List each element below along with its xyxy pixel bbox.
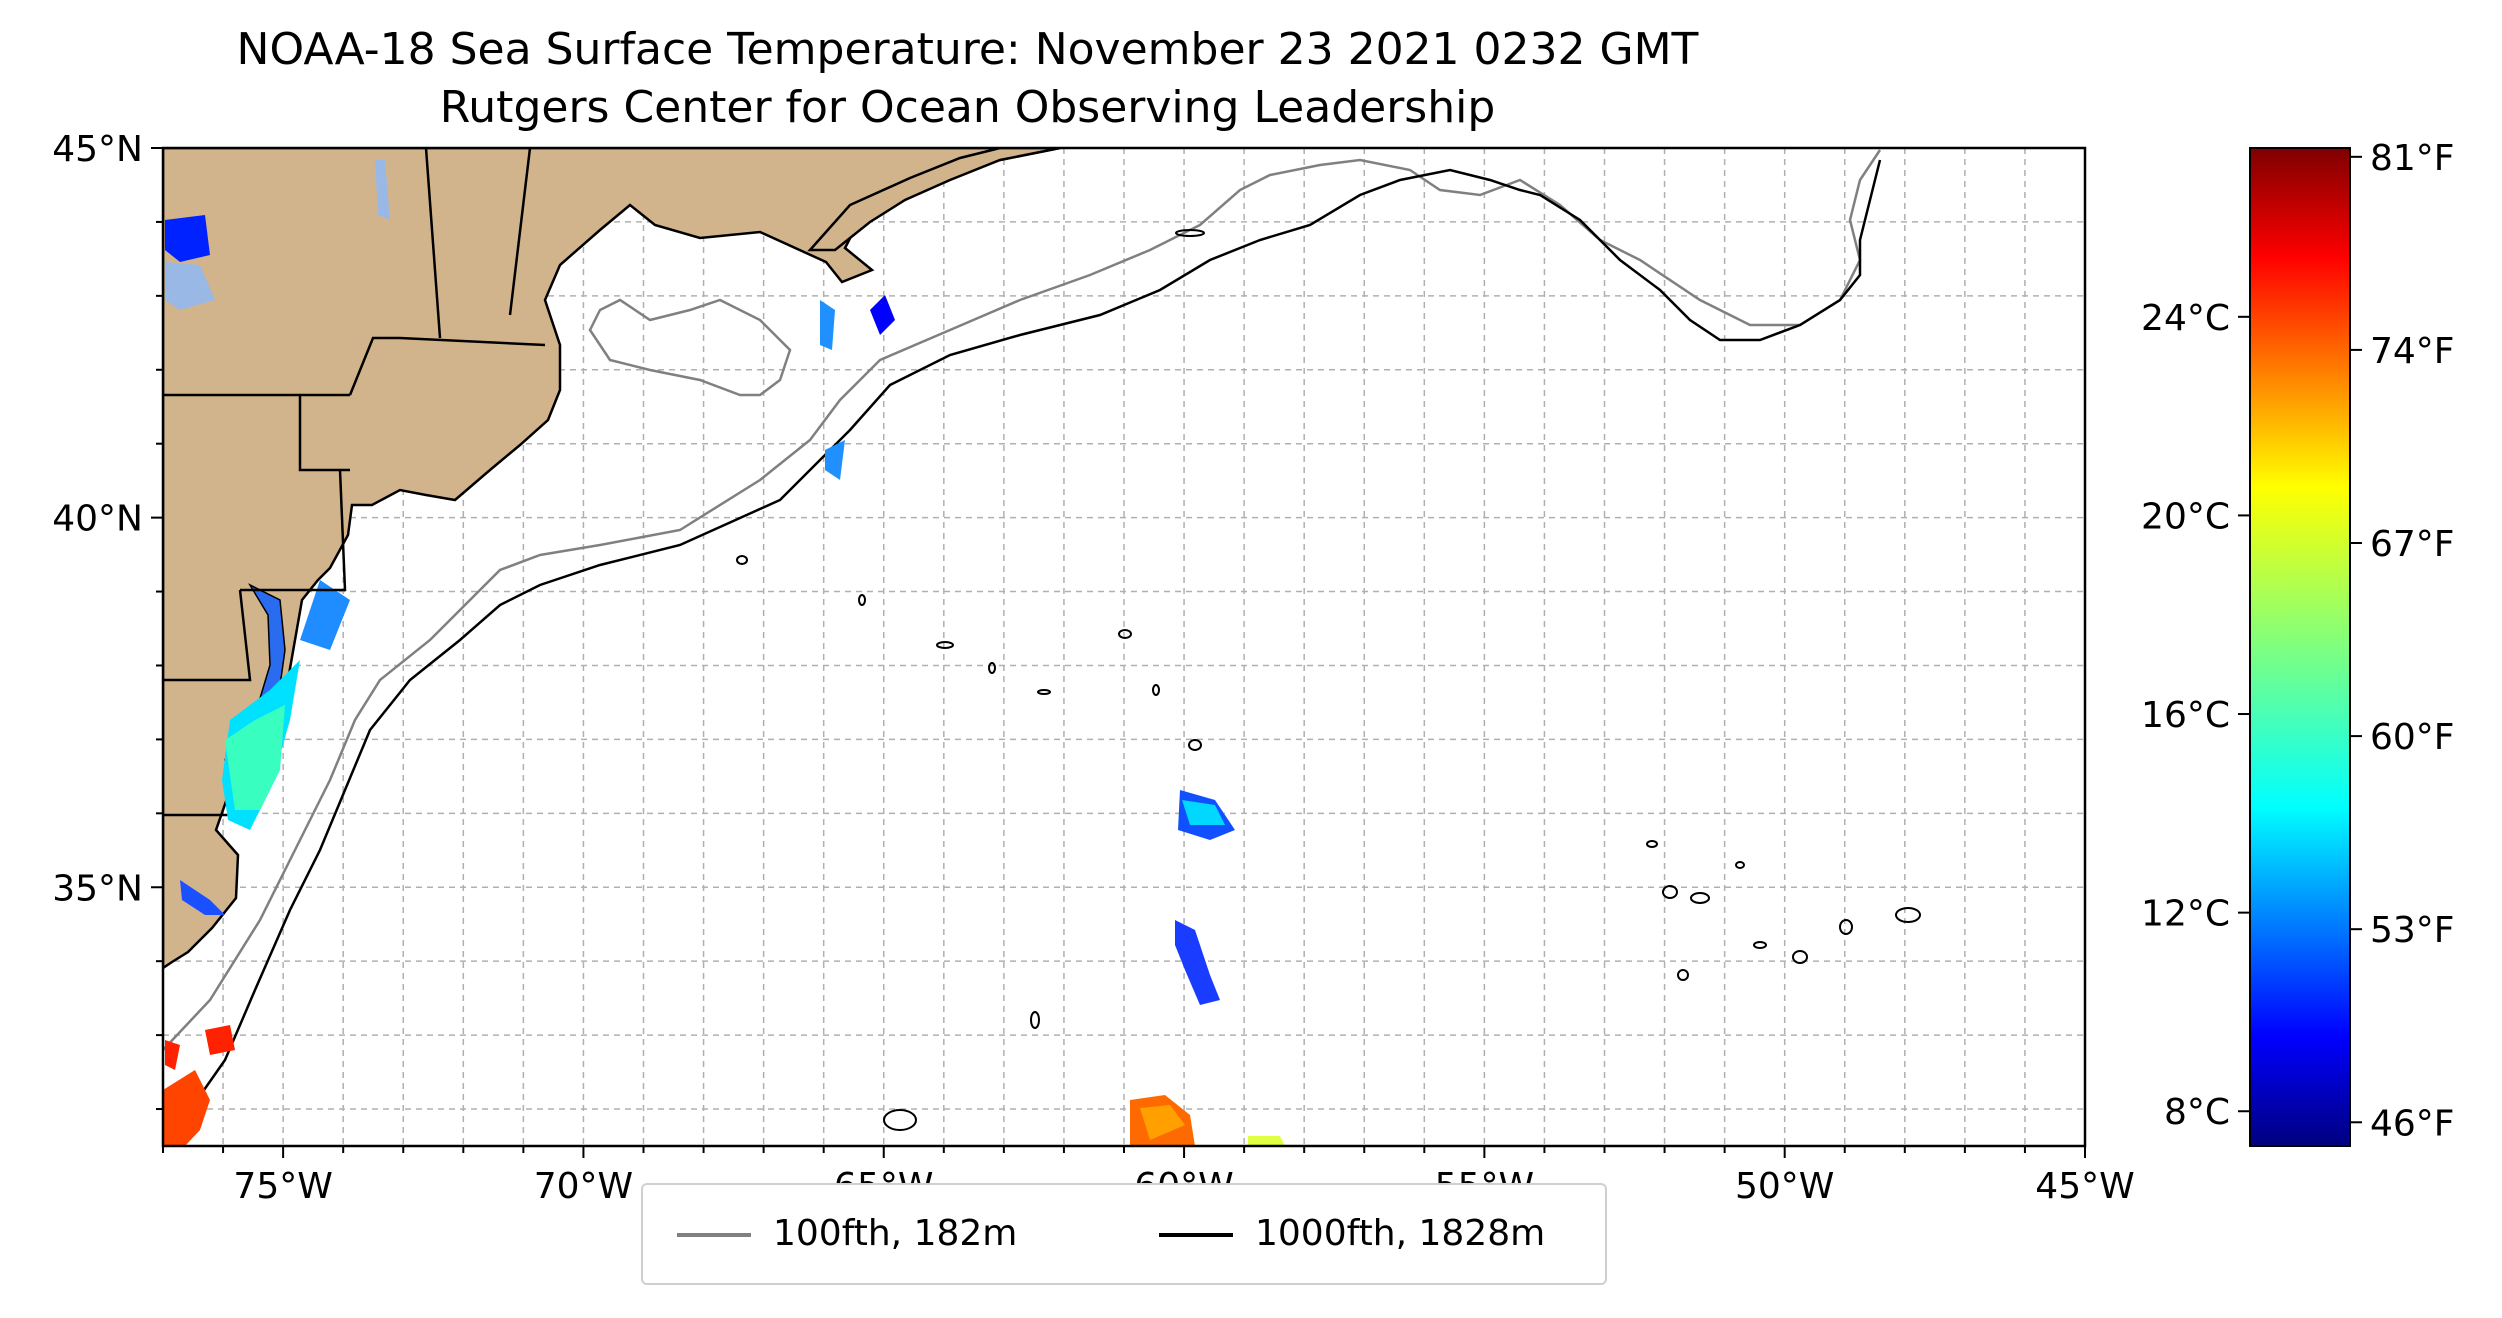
- colorbar-label-c: 24°C: [2141, 298, 2230, 339]
- y-tick-label: 45°N: [52, 129, 143, 170]
- map-title: NOAA-18 Sea Surface Temperature: Novembe…: [236, 24, 1699, 75]
- sst-patches: [163, 295, 1285, 1146]
- lake-water: [165, 215, 210, 262]
- legend-line-100fth: [677, 1233, 751, 1237]
- colorbar-ticks: 24°C 20°C 16°C 12°C 8°C 81°F 74°F 67°F 60°F 53°F 4…: [2141, 138, 2454, 1144]
- y-tick-label: 40°N: [52, 499, 143, 540]
- colorbar-label-f: 74°F: [2370, 331, 2455, 372]
- colorbar-label-c: 20°C: [2141, 496, 2230, 537]
- colorbar-label-c: 8°C: [2164, 1092, 2230, 1133]
- isobath-100fth: [163, 149, 1882, 1051]
- x-tick-label: 45°W: [2035, 1166, 2134, 1207]
- lake-water-light: [165, 160, 390, 310]
- colorbar-label-f: 46°F: [2370, 1103, 2455, 1144]
- isobath-1000fth: [168, 159, 1882, 1141]
- legend-label-1000fth: 1000fth, 1828m: [1255, 1213, 1546, 1254]
- state-borders: [163, 148, 546, 817]
- colorbar-label-c: 12°C: [2141, 894, 2230, 935]
- colorbar-label-f: 67°F: [2370, 524, 2455, 565]
- colorbar: [2249, 147, 2351, 1147]
- north-america-land: [163, 148, 1061, 970]
- map-subtitle: Rutgers Center for Ocean Observing Leade…: [439, 82, 1496, 133]
- nova-scotia-land: [807, 148, 1061, 252]
- gulf-of-maine-contour: [588, 298, 792, 397]
- legend-line-1000fth: [1159, 1233, 1233, 1237]
- colorbar-label-f: 60°F: [2370, 717, 2455, 758]
- x-tick-label: 75°W: [233, 1166, 332, 1207]
- colorbar-label-c: 16°C: [2141, 695, 2230, 736]
- y-tick-label: 35°N: [52, 868, 143, 909]
- colorbar-label-f: 81°F: [2370, 138, 2455, 179]
- seamount-contours: [736, 229, 1921, 1131]
- delaware-bay: [300, 580, 350, 650]
- colorbar-label-f: 53°F: [2370, 910, 2455, 951]
- map-area: [163, 148, 2085, 1146]
- legend: 100fth, 182m 1000fth, 1828m: [641, 1183, 1607, 1285]
- x-tick-label: 70°W: [534, 1166, 633, 1207]
- legend-label-100fth: 100fth, 182m: [773, 1213, 1018, 1254]
- x-tick-label: 50°W: [1735, 1166, 1834, 1207]
